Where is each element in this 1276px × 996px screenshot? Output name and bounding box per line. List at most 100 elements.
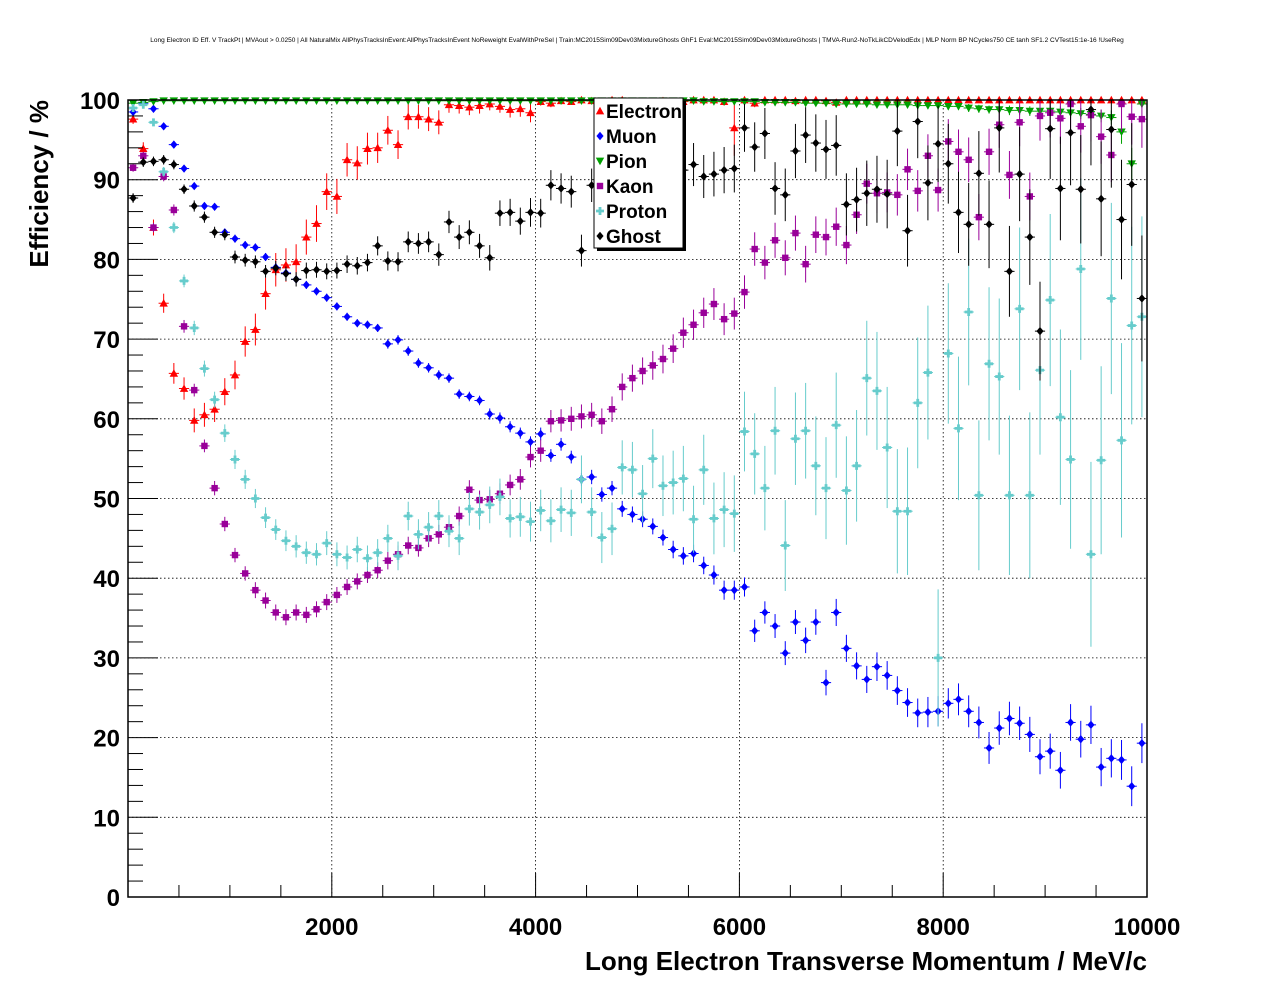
ghost-point [995, 123, 1003, 133]
ghost-point [170, 160, 178, 169]
ghost-point [343, 259, 351, 269]
pion-point [974, 105, 984, 113]
legend-label-electron: Electron [606, 102, 682, 123]
proton-point [730, 509, 739, 518]
pion-point [791, 99, 800, 107]
kaon-point [527, 453, 534, 461]
series-muon [128, 98, 1147, 807]
electron-point [332, 192, 342, 200]
ghost-point [445, 217, 453, 227]
chart-title: Long Electron ID Eff. V TrackPt | MVAout… [150, 37, 1124, 44]
proton-point [923, 368, 932, 377]
ghost-point [720, 165, 728, 175]
y-tick-label: 10 [93, 805, 120, 832]
proton-point [1086, 550, 1095, 559]
electron-point [414, 112, 423, 121]
muon-point [1087, 720, 1095, 730]
proton-point [251, 494, 260, 503]
muon-point [608, 483, 616, 493]
muon-point [211, 202, 219, 211]
muon-point [170, 140, 178, 149]
muon-point [1036, 752, 1044, 761]
ghost-point [689, 160, 698, 169]
ghost-point [302, 266, 310, 275]
electron-point [169, 369, 179, 377]
x-tick-label: 4000 [509, 914, 562, 941]
proton-point [608, 524, 617, 533]
kaon-point [904, 166, 911, 173]
ghost-point [567, 187, 575, 196]
pion-point [801, 99, 810, 108]
muon-point [567, 452, 575, 462]
muon-point [669, 545, 677, 554]
pion-point [903, 101, 912, 109]
proton-point [781, 541, 790, 550]
electron-point [139, 144, 148, 152]
muon-point [883, 671, 891, 680]
electron-point [220, 387, 230, 396]
ghost-point [730, 164, 738, 173]
muon-point [628, 510, 636, 519]
pion-point [862, 100, 871, 109]
ghost-point [200, 212, 208, 222]
muon-point [261, 252, 270, 262]
kaon-point [710, 300, 718, 308]
proton-point [424, 523, 433, 532]
ghost-point [1117, 215, 1126, 224]
proton-point [658, 481, 667, 490]
muon-point [893, 686, 901, 695]
muon-point [1077, 734, 1085, 744]
pion-point [944, 103, 953, 111]
electron-point [251, 325, 260, 333]
y-tick-label: 40 [93, 566, 120, 593]
proton-point [516, 512, 525, 521]
kaon-point [180, 323, 188, 330]
electron-point [179, 384, 189, 392]
muon-point [1026, 730, 1034, 739]
proton-point [893, 507, 902, 516]
muon-point [537, 429, 545, 439]
x-tick-label: 2000 [305, 914, 358, 941]
axis-ticks [127, 99, 1148, 898]
legend-marker-electron [595, 106, 605, 115]
proton-point [353, 545, 362, 554]
ghost-point [149, 157, 158, 166]
proton-point [241, 475, 250, 484]
ghost-point [323, 267, 331, 276]
kaon-point [537, 447, 544, 454]
kaon-point [405, 542, 412, 549]
ghost-point [363, 258, 372, 267]
muon-point [394, 335, 402, 345]
proton-point [832, 421, 841, 430]
legend-label-kaon: Kaon [606, 177, 654, 198]
pion-point [1025, 107, 1035, 116]
kaon-point [761, 259, 769, 266]
kaon-point [843, 241, 850, 249]
muon-point [649, 522, 657, 531]
proton-point [862, 374, 871, 383]
proton-point [363, 554, 372, 563]
kaon-point [140, 152, 147, 159]
proton-point [934, 653, 943, 662]
kaon-point [659, 355, 667, 363]
proton-point [597, 533, 606, 542]
muon-point [1067, 718, 1075, 727]
proton-point [760, 484, 769, 493]
proton-point [139, 100, 148, 109]
proton-point [822, 484, 831, 493]
proton-point [383, 534, 392, 543]
kaon-point [578, 413, 585, 420]
proton-point [618, 463, 627, 472]
pion-point [954, 103, 963, 111]
kaon-point [221, 520, 229, 528]
ghost-point [577, 246, 586, 255]
y-tick-label: 70 [93, 327, 120, 354]
ghost-point [241, 255, 249, 265]
ghost-point [975, 169, 983, 178]
kaon-point [1077, 123, 1084, 130]
proton-point [190, 323, 199, 332]
kaon-point [782, 254, 789, 262]
proton-point [903, 507, 912, 516]
muon-point [598, 490, 606, 499]
legend-label-proton: Proton [606, 202, 667, 223]
